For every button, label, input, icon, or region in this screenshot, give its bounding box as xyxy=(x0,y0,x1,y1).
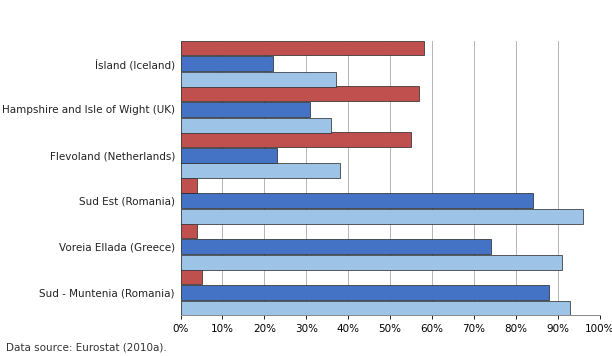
Bar xyxy=(181,86,419,101)
Text: Figure 7.5  Regional disparities in household and individual access to IT: Figure 7.5 Regional disparities in house… xyxy=(7,14,528,27)
Text: Data source: Eurostat (2010a).: Data source: Eurostat (2010a). xyxy=(6,342,167,352)
Bar xyxy=(181,56,273,71)
Bar xyxy=(181,102,310,117)
Bar xyxy=(181,178,197,193)
Bar xyxy=(181,239,491,254)
Bar xyxy=(181,269,201,284)
Bar xyxy=(181,148,277,163)
Bar xyxy=(181,72,335,87)
Bar xyxy=(181,41,424,56)
Bar xyxy=(181,118,332,133)
Bar xyxy=(181,163,340,178)
Bar xyxy=(181,193,532,208)
Bar xyxy=(181,255,562,270)
Bar xyxy=(181,132,411,147)
Bar xyxy=(181,209,583,224)
Bar xyxy=(181,300,570,315)
Bar xyxy=(181,223,197,238)
Bar xyxy=(181,285,550,300)
